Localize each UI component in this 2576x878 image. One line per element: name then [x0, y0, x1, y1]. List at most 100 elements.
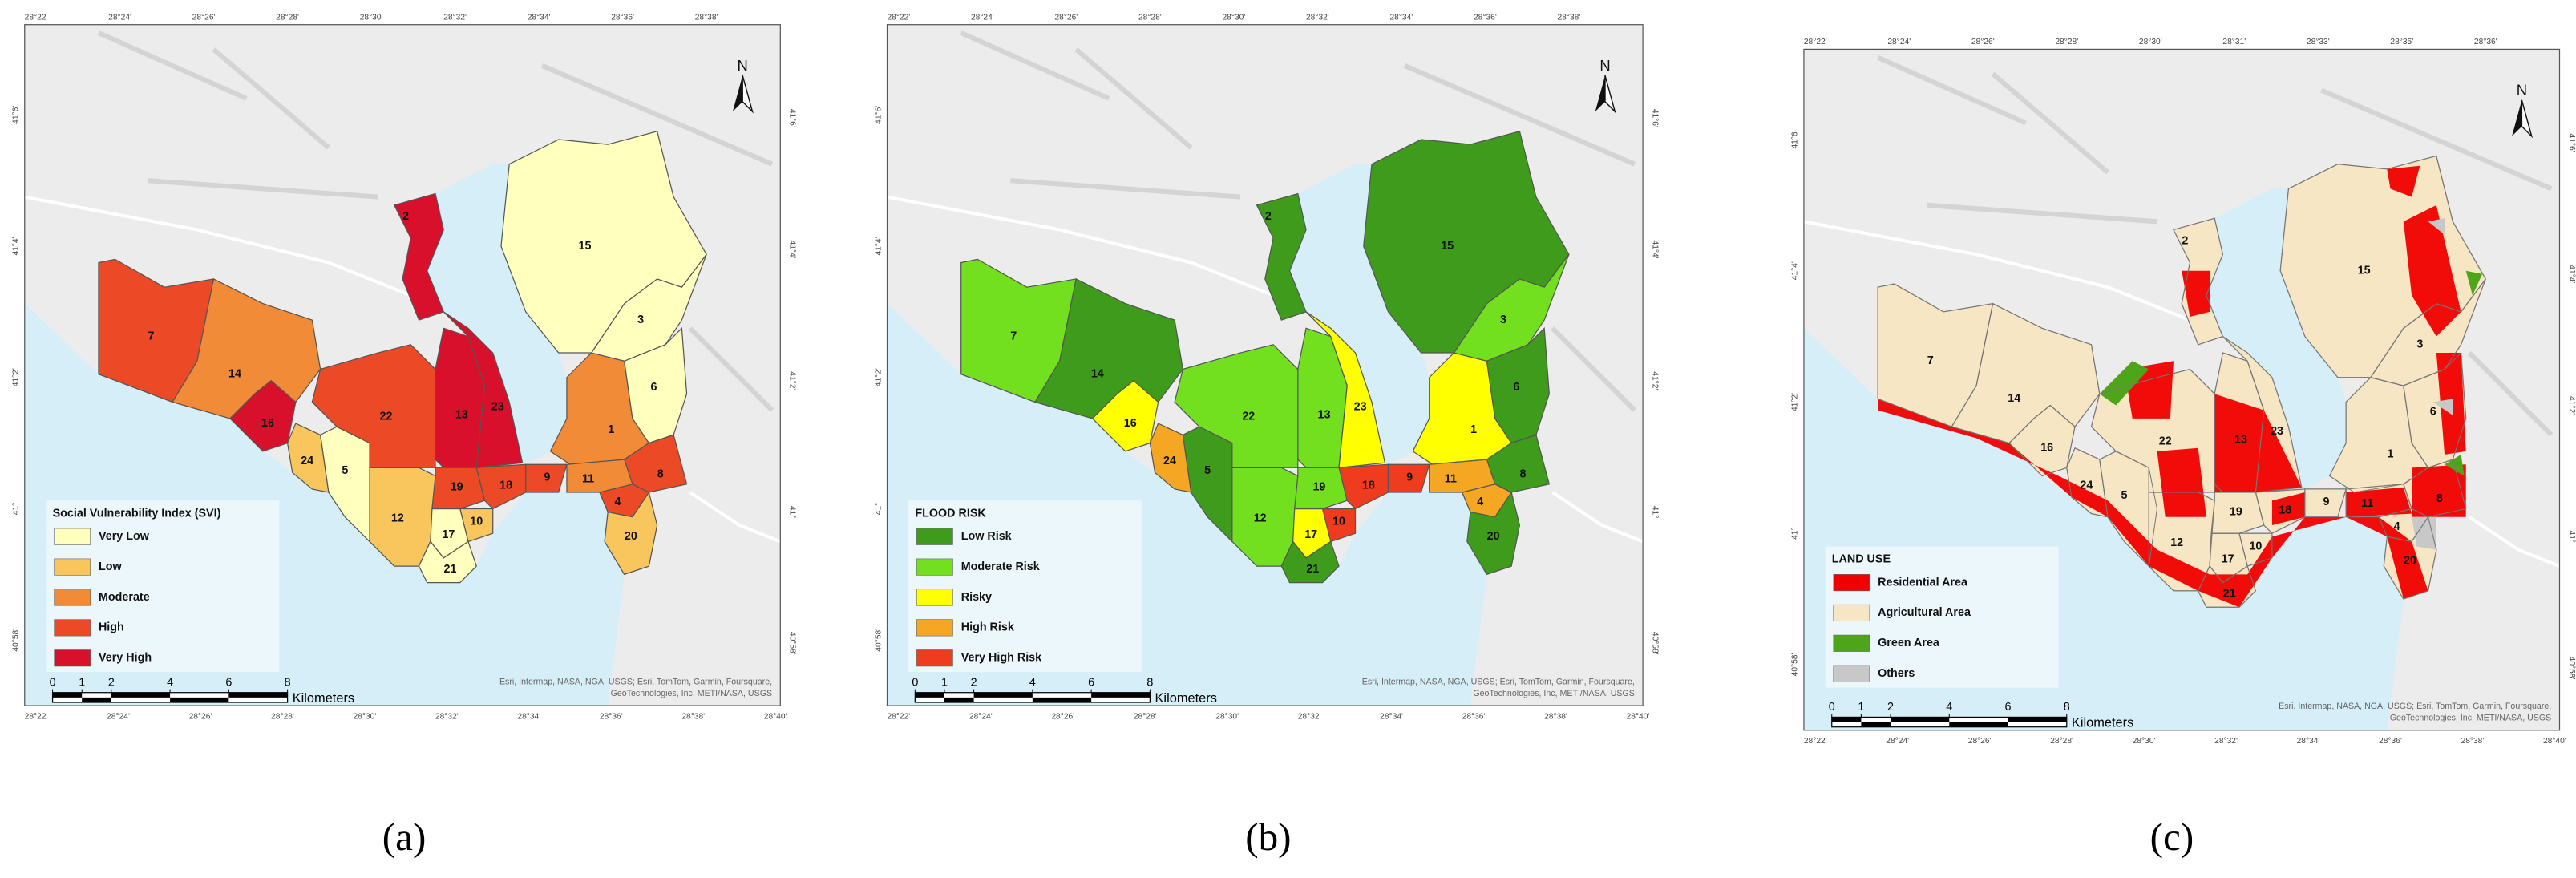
district [1363, 130, 1570, 354]
scale-segment [1091, 692, 1151, 698]
district-label: 7 [1010, 330, 1017, 342]
coord-label: 41° [788, 506, 797, 518]
coord-label: 41°6' [1791, 130, 1800, 148]
scale-segment [2008, 717, 2067, 722]
legend-swatch [916, 619, 953, 637]
north-arrow [1595, 75, 1605, 112]
terrain-line [97, 30, 248, 101]
coord-label: 28°38' [681, 712, 705, 721]
terrain-line [688, 326, 774, 412]
coord-label: 28°36' [600, 712, 623, 721]
coord-label: 28°30' [360, 14, 383, 22]
terrain-line [540, 63, 774, 167]
coord-label: 41°6' [2567, 134, 2576, 152]
terrain-line [2467, 350, 2554, 437]
residential-patch [2387, 165, 2420, 197]
district-label: 7 [148, 330, 155, 342]
coord-label: 28°24' [1887, 38, 1911, 47]
map-frame [24, 24, 781, 706]
coord-label: 28°32' [435, 712, 459, 721]
district-label: 14 [2008, 392, 2020, 405]
coord-label: 28°30' [1215, 712, 1239, 721]
district [443, 311, 524, 469]
district-label: 6 [2430, 406, 2436, 419]
green-patch [2099, 361, 2149, 406]
scale-segment [228, 692, 288, 698]
legend-box [46, 500, 280, 673]
coord-label: 28°35' [2390, 38, 2413, 47]
coord-label: 28°22' [1804, 38, 1827, 47]
coord-label: 28°22' [887, 14, 910, 22]
north-label: N [1599, 57, 1610, 74]
scale-segment [1891, 717, 1950, 722]
district-label: 19 [1312, 481, 1325, 494]
district-label: 15 [1441, 240, 1454, 253]
legend-label: High Risk [961, 621, 1014, 634]
district-label: 3 [637, 314, 644, 326]
scale-segment [170, 697, 229, 702]
coord-label: 40°58' [874, 629, 883, 652]
scale-segment [973, 692, 1033, 698]
coord-label: 28°34' [1380, 712, 1403, 721]
terrain-line [1074, 47, 1193, 150]
legend-swatch [916, 589, 953, 606]
district-label: 5 [2121, 489, 2128, 502]
coord-label: 28°36' [611, 14, 634, 22]
coord-label: 41° [1791, 527, 1800, 539]
legend-title: LAND USE [1832, 553, 1891, 566]
coord-label: 41°6' [12, 106, 21, 124]
map-panel: 123456789101112131415161718192021222324L… [1791, 38, 2576, 746]
district-label: 9 [544, 471, 550, 484]
map-body: 123456789101112131415161718192021222324F… [887, 24, 1644, 706]
district-outline [2403, 351, 2467, 468]
coord-label: 28°24' [107, 712, 130, 721]
district-label: 20 [625, 530, 637, 543]
coord-label: 28°34' [528, 14, 551, 22]
coord-label: 41°4' [2567, 265, 2576, 283]
legend-label: Residential Area [1878, 576, 1968, 589]
coord-label: 41°6' [874, 106, 883, 124]
coord-label: 28°26' [1054, 14, 1078, 22]
district [500, 130, 707, 354]
district-label: 4 [614, 496, 621, 508]
other-patch [2428, 218, 2445, 235]
district-label: 4 [2394, 520, 2400, 533]
district-label: 17 [442, 528, 455, 541]
district-label: 16 [1124, 417, 1137, 430]
district-outline [2008, 404, 2076, 477]
map-body: 123456789101112131415161718192021222324L… [1803, 49, 2560, 730]
legend-label: Moderate [99, 591, 150, 604]
district-label: 11 [1445, 472, 1457, 485]
scale-label: 4 [167, 677, 173, 690]
legend-swatch [54, 589, 91, 606]
attribution: GeoTechnologies, Inc, METI/NASA, USGS [1473, 689, 1634, 698]
district [1466, 491, 1521, 576]
district [229, 380, 297, 452]
scale-label: 0 [912, 677, 918, 690]
coord-label: 28°26' [1968, 737, 1992, 746]
district-label: 18 [1362, 479, 1375, 492]
coord-label: 28°22' [887, 712, 910, 721]
coord-label: 28°30' [2139, 38, 2162, 47]
coord-label: 28°26' [189, 712, 212, 721]
district-label: 4 [1477, 496, 1483, 508]
coord-label: 41°4' [1791, 261, 1800, 280]
road [887, 195, 1274, 297]
district [604, 491, 658, 576]
district-outline [2383, 516, 2437, 600]
district-label: 13 [1318, 409, 1331, 422]
scale-label: 2 [108, 677, 115, 690]
district [1429, 459, 1496, 493]
scale-label: 2 [1887, 701, 1894, 714]
legend-swatch [54, 528, 91, 545]
scale-segment [1032, 697, 1092, 702]
coord-label: 41°2' [1650, 371, 1659, 390]
district-label: 9 [2323, 496, 2330, 508]
road [689, 491, 781, 544]
district-label: 18 [499, 479, 512, 492]
district-label: 3 [2416, 338, 2423, 351]
attribution: Esri, Intermap, NASA, NGA, USGS; Esri, T… [2279, 702, 2551, 711]
district-label: 11 [2361, 497, 2373, 510]
map-body: 123456789101112131415161718192021222324S… [24, 24, 781, 706]
district-label: 3 [1500, 314, 1506, 326]
